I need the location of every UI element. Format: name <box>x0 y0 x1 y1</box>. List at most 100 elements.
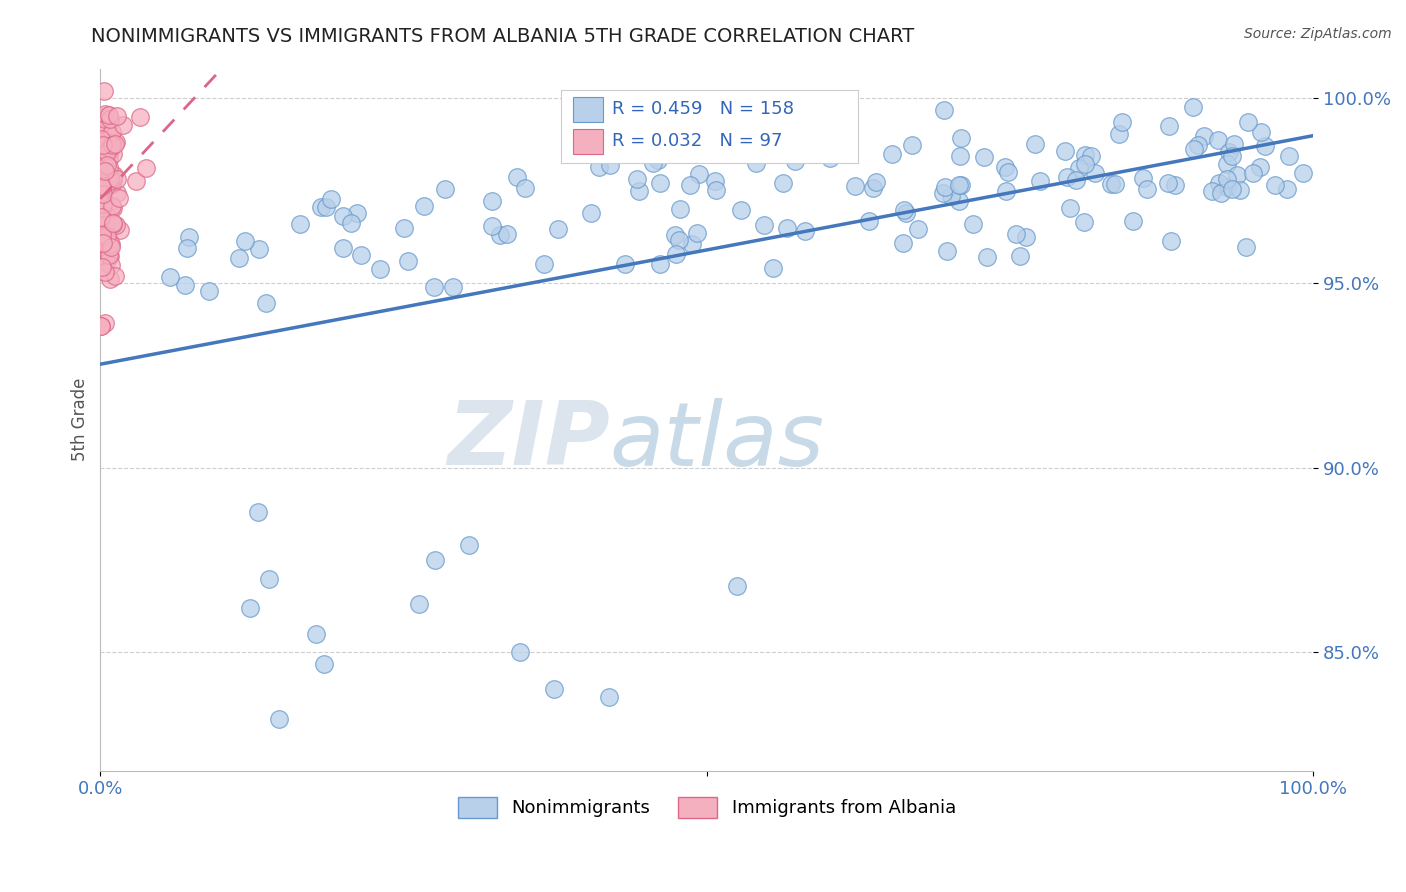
Point <box>90 319 112 334</box>
Point <box>1182 100 1205 114</box>
Point <box>94 233 117 247</box>
Point <box>1226 168 1249 182</box>
Point <box>100 202 122 216</box>
Point <box>598 690 620 704</box>
Point <box>1053 144 1076 158</box>
Point <box>91 197 114 211</box>
Point <box>105 186 128 200</box>
Point <box>1254 138 1277 153</box>
Point <box>1182 142 1205 156</box>
Point <box>1059 201 1081 215</box>
Point <box>688 167 710 181</box>
Point <box>481 219 503 233</box>
Point <box>948 178 970 192</box>
Point <box>1080 149 1102 163</box>
Point <box>858 213 880 227</box>
Point <box>1108 127 1130 141</box>
Point <box>90 190 112 204</box>
Point <box>101 136 124 150</box>
Point <box>997 165 1019 179</box>
Point <box>97 248 120 262</box>
Point <box>669 202 692 216</box>
Point <box>100 136 122 150</box>
Point <box>648 176 671 190</box>
Point <box>949 131 972 145</box>
Point <box>101 172 124 186</box>
Point <box>125 174 148 188</box>
Point <box>94 214 117 228</box>
Point <box>90 254 112 268</box>
Point <box>599 158 621 172</box>
Point <box>97 121 120 136</box>
Point <box>246 505 269 519</box>
Point <box>506 170 529 185</box>
Point <box>949 149 972 163</box>
Point <box>100 271 122 285</box>
Point <box>94 107 117 121</box>
Point <box>679 178 702 193</box>
Point <box>962 217 984 231</box>
Point <box>101 171 124 186</box>
Point <box>129 110 152 124</box>
Point <box>1056 169 1078 184</box>
Point <box>96 158 118 172</box>
Point <box>515 181 537 195</box>
Point <box>1064 173 1087 187</box>
Point <box>1234 240 1257 254</box>
Point <box>93 265 115 279</box>
Point <box>104 135 127 149</box>
Point <box>579 206 602 220</box>
Point <box>103 168 125 182</box>
Point <box>101 216 124 230</box>
Point <box>101 137 124 152</box>
Point <box>105 109 128 123</box>
Point <box>104 137 127 152</box>
Point <box>239 601 262 615</box>
Point <box>98 236 121 251</box>
Point <box>98 128 121 142</box>
Point <box>177 229 200 244</box>
Point <box>90 178 112 193</box>
Point <box>1067 161 1090 176</box>
Point <box>907 221 929 235</box>
Point <box>665 247 688 261</box>
Point <box>94 161 117 175</box>
Point <box>107 172 129 186</box>
Point <box>1229 183 1251 197</box>
Point <box>101 170 124 185</box>
Point <box>844 178 866 193</box>
Point <box>346 206 368 220</box>
Point <box>98 249 121 263</box>
Point <box>481 194 503 209</box>
Point <box>90 202 112 217</box>
Point <box>93 147 115 161</box>
Point <box>628 184 651 198</box>
Point <box>752 218 775 232</box>
Point <box>96 229 118 244</box>
Point <box>305 627 328 641</box>
Point <box>725 579 748 593</box>
Point <box>793 225 815 239</box>
Point <box>543 682 565 697</box>
Point <box>547 222 569 236</box>
Point <box>1241 166 1264 180</box>
Point <box>315 200 337 214</box>
Point <box>1208 176 1230 190</box>
Point <box>94 239 117 253</box>
Point <box>650 257 672 271</box>
Point <box>91 157 114 171</box>
Point <box>647 153 669 167</box>
Point <box>100 240 122 254</box>
Point <box>1008 248 1031 262</box>
Point <box>340 216 363 230</box>
Point <box>332 210 354 224</box>
Point <box>1250 124 1272 138</box>
Point <box>934 180 956 194</box>
Point <box>408 598 430 612</box>
Point <box>97 153 120 167</box>
Point <box>941 188 963 202</box>
Point <box>1264 178 1286 193</box>
Point <box>103 202 125 216</box>
Point <box>533 257 555 271</box>
Point <box>976 250 998 264</box>
